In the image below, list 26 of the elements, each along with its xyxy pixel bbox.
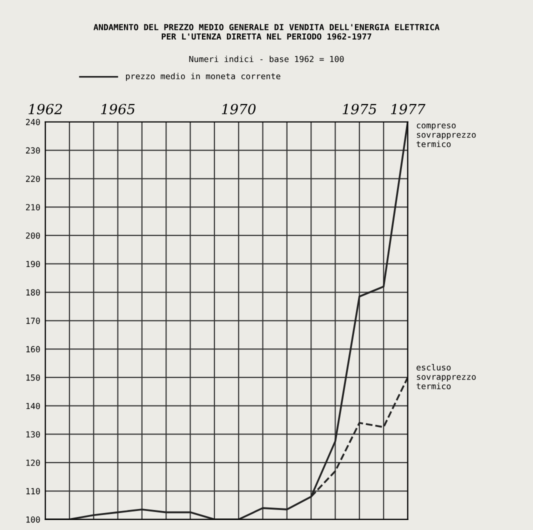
y-tick-label: 170	[26, 318, 40, 324]
y-tick-label: 150	[26, 374, 40, 381]
y-tick-label: 160	[26, 346, 40, 352]
chart-title: ANDAMENTO DEL PREZZO MEDIO GENERALE DI VENDITA DELL'ENERGIA ELETTRICA PER L'UTENZA DIRETTA NEL PERIODO 1962-1977	[94, 24, 440, 40]
y-tick-label: 220	[26, 176, 40, 182]
series-label: escluso sovrapprezzo termico	[416, 364, 476, 390]
y-tick-label: 110	[26, 488, 40, 494]
y-tick-label: 210	[26, 204, 40, 210]
y-tick-label: 230	[26, 147, 40, 154]
chart-subtitle: Numeri indici - base 1962 = 100	[189, 56, 344, 62]
y-tick-label: 240	[26, 118, 40, 126]
x-tick-label: 1975	[342, 104, 376, 114]
x-tick-label: 1962	[28, 104, 62, 114]
y-tick-label: 180	[26, 289, 40, 296]
series-label: compreso sovrapprezzo termico	[416, 124, 476, 148]
y-tick-label: 120	[26, 460, 40, 466]
y-tick-label: 190	[26, 260, 40, 268]
y-tick-label: 200	[26, 232, 40, 239]
x-tick-label: 1977	[391, 104, 426, 114]
y-tick-label: 140	[26, 402, 40, 410]
text: prezzo medio in moneta corrente	[126, 72, 280, 81]
y-tick-label: 100	[26, 516, 40, 523]
line-series	[45, 122, 408, 520]
x-tick-label: 1965	[101, 104, 135, 114]
x-tick-label: 1970	[222, 104, 256, 114]
y-tick-label: 130	[26, 431, 40, 438]
